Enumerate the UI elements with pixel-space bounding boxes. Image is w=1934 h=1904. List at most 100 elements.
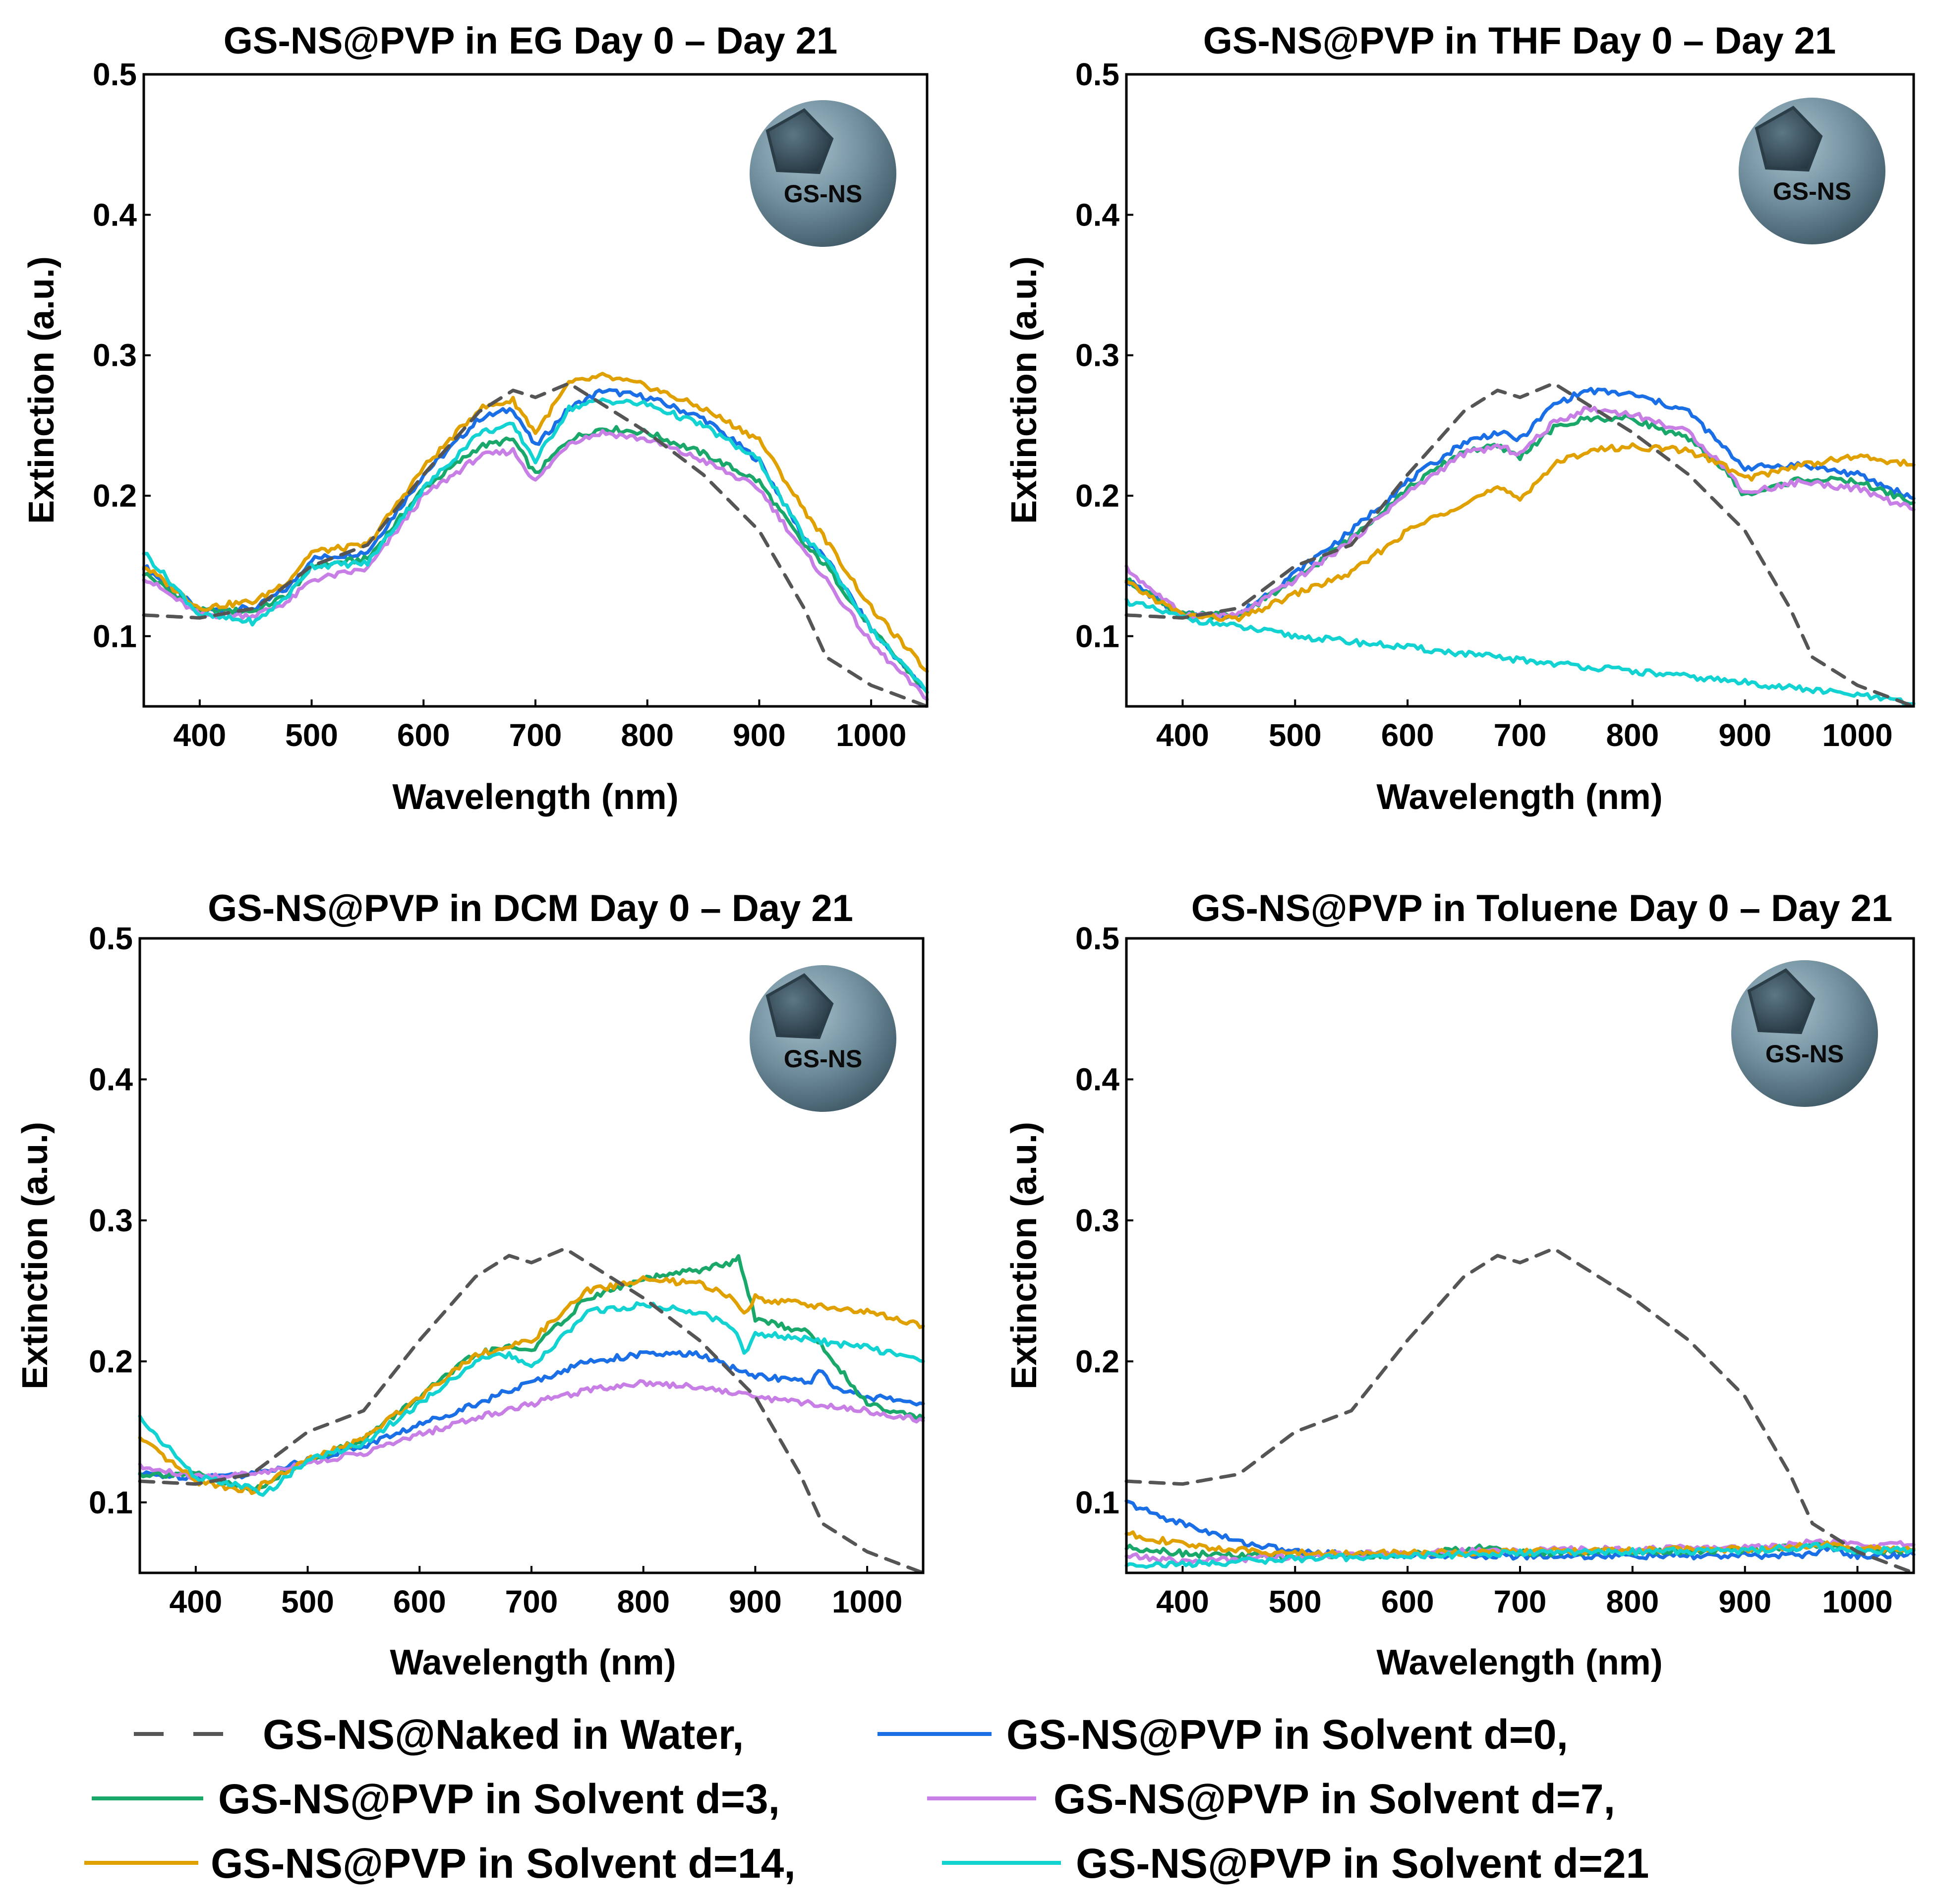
x-tick-label: 800: [1606, 1584, 1659, 1619]
panel-title: GS-NS@PVP in THF Day 0 – Day 21: [1203, 20, 1836, 62]
panel-thf: GS-NS@PVP in THF Day 0 – Day 21 400 500 60…: [1004, 20, 1916, 817]
y-axis-label: Extinction (a.u.): [1004, 256, 1044, 524]
x-tick-label: 500: [1269, 717, 1322, 753]
x-tick-label: 900: [733, 717, 786, 753]
x-axis-label: Wavelength (nm): [392, 777, 678, 817]
x-tick-label: 500: [285, 717, 338, 753]
plot-area: 400 500 600 700 800 900 1000 0.1 0.2 0.3 0.4 0.5: [1075, 921, 1916, 1619]
x-tick-label: 600: [1381, 717, 1434, 753]
x-tick-label: 600: [1381, 1584, 1434, 1619]
y-tick-label: 0.1: [93, 618, 137, 654]
nanoshell-core-icon: [765, 973, 834, 1039]
series-line-d7: [138, 1379, 925, 1481]
x-tick-label: 1000: [1822, 1584, 1892, 1619]
x-tick-label: 700: [1494, 717, 1547, 753]
badge-label: GS-NS: [1765, 1040, 1844, 1068]
series-line-d21: [138, 1301, 925, 1497]
legend-label: GS-NS@Naked in Water,: [263, 1711, 744, 1758]
y-axis-label: Extinction (a.u.): [1004, 1122, 1044, 1389]
badge-label: GS-NS: [1773, 177, 1851, 205]
plot-area: 400 500 600 700 800 900 1000 0.1 0.2 0.3 0.4 0.5: [1075, 57, 1916, 753]
series-line-d0: [138, 1350, 925, 1482]
series-line-d14: [142, 372, 929, 673]
nanoshell-core-icon: [1755, 106, 1823, 172]
y-tick-label: 0.4: [1075, 197, 1119, 232]
y-tick-label: 0.2: [89, 1343, 133, 1379]
x-tick-label: 400: [1156, 717, 1209, 753]
x-tick-label: 700: [509, 717, 562, 753]
legend-label: GS-NS@PVP in Solvent d=3,: [218, 1776, 780, 1822]
legend: GS-NS@Naked in Water, GS-NS@PVP in Solve…: [84, 1711, 1649, 1887]
x-tick-label: 500: [1269, 1584, 1322, 1619]
x-axis-label: Wavelength (nm): [1376, 1643, 1662, 1682]
y-tick-label: 0.3: [93, 338, 137, 373]
series-line-naked: [1124, 381, 1916, 708]
series-line-d14: [1124, 442, 1916, 623]
x-tick-label: 1000: [836, 717, 906, 753]
series-line-d3: [1124, 413, 1916, 620]
series-line-d21: [1124, 597, 1916, 706]
x-tick-label: 500: [281, 1584, 334, 1619]
y-tick-label: 0.5: [1075, 57, 1119, 92]
panel-dcm: GS-NS@PVP in DCM Day 0 – Day 21 400 500 60…: [15, 887, 925, 1682]
y-tick-label: 0.4: [93, 197, 137, 232]
badge-label: GS-NS: [784, 180, 862, 208]
y-tick-label: 0.1: [1075, 618, 1119, 654]
panel-title: GS-NS@PVP in EG Day 0 – Day 21: [224, 20, 838, 62]
y-tick-label: 0.5: [89, 921, 133, 956]
legend-label: GS-NS@PVP in Solvent d=0,: [1006, 1711, 1568, 1758]
x-tick-label: 400: [173, 717, 226, 753]
x-tick-label: 600: [397, 717, 450, 753]
x-tick-label: 1000: [1822, 717, 1892, 753]
series-line-d21: [142, 397, 929, 694]
panel-eg: GS-NS@PVP in EG Day 0 – Day 21 400 500 600…: [22, 20, 929, 817]
nanoshell-icon: [750, 965, 896, 1112]
x-tick-label: 400: [169, 1584, 222, 1619]
x-tick-label: 800: [617, 1584, 670, 1619]
legend-item-naked: GS-NS@Naked in Water,: [134, 1711, 744, 1758]
series-line-d14: [138, 1275, 925, 1495]
x-tick-label: 900: [1718, 1584, 1771, 1619]
legend-item-d21: GS-NS@PVP in Solvent d=21: [942, 1840, 1649, 1887]
nanoshell-icon: [1731, 960, 1878, 1107]
x-axis-label: Wavelength (nm): [390, 1643, 676, 1682]
y-tick-label: 0.3: [89, 1203, 133, 1238]
nanoshell-icon: [1739, 98, 1885, 244]
series-line-d0: [1124, 387, 1916, 620]
series-line-d3: [138, 1254, 925, 1493]
plot-area: 400 500 600 700 800 900 1000 0.1 0.2 0.3 0.4 0.5: [93, 57, 929, 753]
y-tick-label: 0.3: [1075, 1203, 1119, 1238]
y-tick-label: 0.4: [1075, 1061, 1119, 1097]
y-tick-label: 0.3: [1075, 338, 1119, 373]
x-tick-label: 900: [729, 1584, 782, 1619]
y-tick-label: 0.4: [89, 1061, 133, 1097]
gs-ns-badge: GS-NS: [1739, 98, 1885, 244]
gs-ns-badge: GS-NS: [750, 100, 896, 247]
y-tick-label: 0.1: [1075, 1485, 1119, 1520]
panel-toluene: GS-NS@PVP in Toluene Day 0 – Day 21 400 5…: [1004, 887, 1916, 1682]
x-tick-label: 800: [621, 717, 674, 753]
plot-frame: [142, 73, 929, 708]
y-tick-label: 0.2: [1075, 478, 1119, 514]
y-tick-label: 0.5: [1075, 921, 1119, 956]
legend-item-d0: GS-NS@PVP in Solvent d=0,: [878, 1711, 1568, 1758]
x-tick-label: 1000: [832, 1584, 902, 1619]
nanoshell-core-icon: [765, 108, 834, 174]
plot-area: 400 500 600 700 800 900 1000 0.1 0.2 0.3 0.4 0.5: [89, 921, 925, 1619]
x-tick-label: 400: [1156, 1584, 1209, 1619]
plot-frame: [138, 937, 925, 1574]
y-axis-label: Extinction (a.u.): [22, 256, 61, 524]
series-line-naked: [138, 1247, 925, 1575]
legend-item-d3: GS-NS@PVP in Solvent d=3,: [92, 1776, 780, 1822]
series-line-naked: [142, 381, 929, 708]
badge-label: GS-NS: [784, 1045, 862, 1073]
series-line-d21: [1124, 1542, 1916, 1569]
legend-label: GS-NS@PVP in Solvent d=21: [1076, 1840, 1649, 1887]
legend-item-d14: GS-NS@PVP in Solvent d=14,: [84, 1840, 796, 1887]
legend-item-d7: GS-NS@PVP in Solvent d=7,: [927, 1776, 1615, 1822]
x-tick-label: 800: [1606, 717, 1659, 753]
y-tick-label: 0.2: [1075, 1343, 1119, 1379]
series-line-naked: [1124, 1247, 1916, 1575]
x-tick-label: 700: [505, 1584, 558, 1619]
